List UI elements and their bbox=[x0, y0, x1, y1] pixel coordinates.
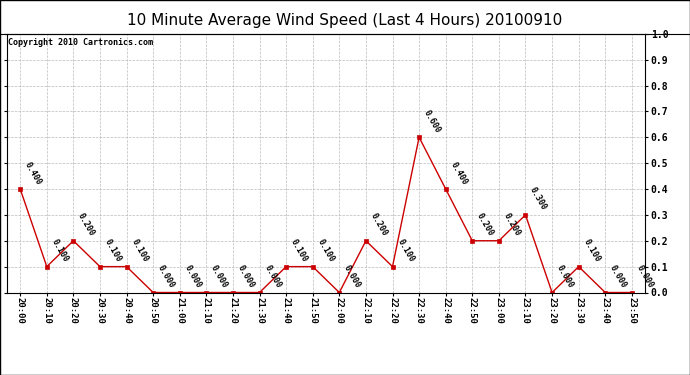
Text: 0.200: 0.200 bbox=[76, 212, 97, 238]
Text: 0.100: 0.100 bbox=[315, 238, 336, 264]
Text: 0.100: 0.100 bbox=[582, 238, 602, 264]
Text: 0.100: 0.100 bbox=[103, 238, 123, 264]
Text: 0.000: 0.000 bbox=[608, 264, 629, 290]
Text: 0.000: 0.000 bbox=[209, 264, 230, 290]
Text: Copyright 2010 Cartronics.com: Copyright 2010 Cartronics.com bbox=[8, 38, 153, 46]
Text: 0.100: 0.100 bbox=[50, 238, 70, 264]
Text: 0.000: 0.000 bbox=[342, 264, 362, 290]
Text: 0.200: 0.200 bbox=[368, 212, 389, 238]
Text: 0.000: 0.000 bbox=[236, 264, 256, 290]
Text: 0.200: 0.200 bbox=[502, 212, 522, 238]
Text: 0.100: 0.100 bbox=[129, 238, 150, 264]
Text: 0.000: 0.000 bbox=[555, 264, 575, 290]
Text: 0.000: 0.000 bbox=[156, 264, 176, 290]
Text: 0.000: 0.000 bbox=[635, 264, 655, 290]
Text: 0.400: 0.400 bbox=[23, 160, 43, 186]
Text: 0.300: 0.300 bbox=[529, 186, 549, 212]
Text: 10 Minute Average Wind Speed (Last 4 Hours) 20100910: 10 Minute Average Wind Speed (Last 4 Hou… bbox=[128, 13, 562, 28]
Text: 0.100: 0.100 bbox=[289, 238, 309, 264]
Text: 0.600: 0.600 bbox=[422, 108, 442, 135]
Text: 0.200: 0.200 bbox=[475, 212, 495, 238]
Text: 0.100: 0.100 bbox=[395, 238, 415, 264]
Text: 0.400: 0.400 bbox=[448, 160, 469, 186]
Text: 0.000: 0.000 bbox=[183, 264, 203, 290]
Text: 0.000: 0.000 bbox=[262, 264, 283, 290]
